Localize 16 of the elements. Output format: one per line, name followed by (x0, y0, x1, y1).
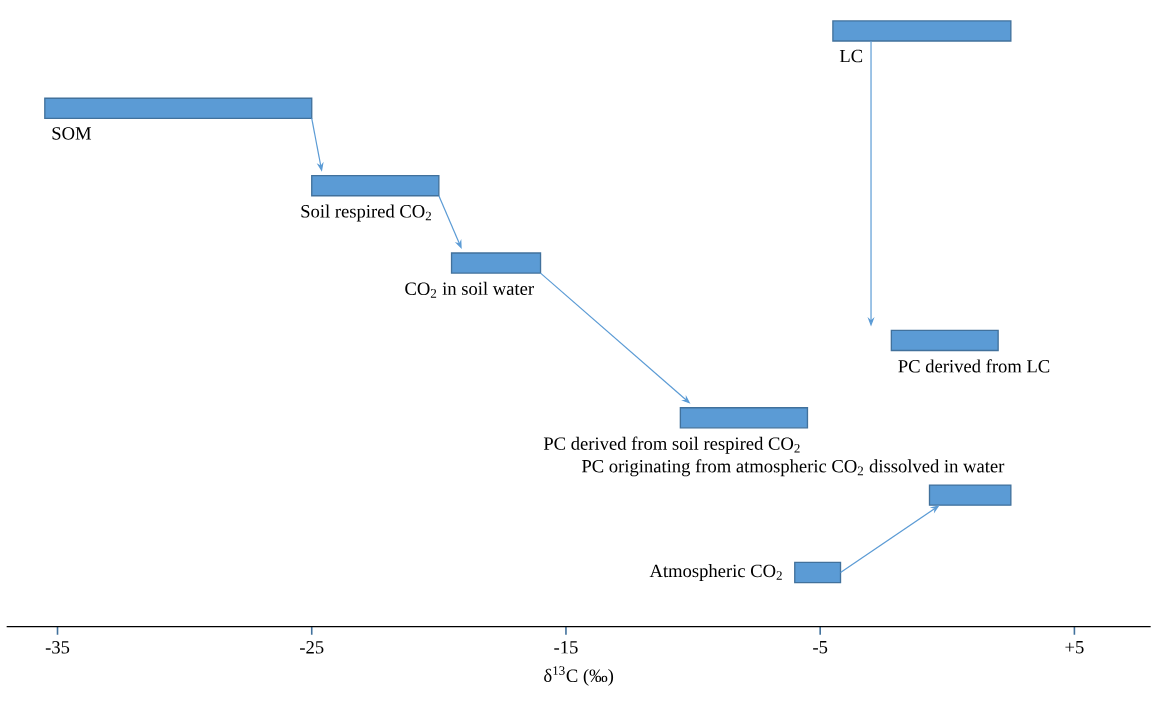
x-tick-label: -5 (813, 640, 828, 654)
y-tick-label: SOM (52, 127, 92, 140)
y-tick-label: Soil respired CO$_{2}$ (301, 204, 431, 222)
x-tick-label: -35 (45, 640, 70, 654)
x-axis-title: δ$^{13}$C (‰) (544, 666, 614, 686)
x-tick-label: -25 (300, 640, 324, 654)
x-tick-label: -15 (554, 640, 578, 654)
y-tick-label: LC (839, 49, 863, 63)
x-tick-label: +5 (1065, 640, 1084, 654)
y-tick-label: Atmospheric CO$_{2}$ (649, 563, 782, 581)
bar (679, 406, 809, 429)
y-tick-label: PC derived from LC (898, 359, 1050, 373)
y-tick-label: CO$_{2}$ in soil water (405, 281, 534, 298)
y-tick-label: PC originating from atmospheric CO$_{2}$ dissolved in water (581, 459, 1005, 477)
bar (890, 329, 999, 351)
y-tick-label: PC derived from soil respired CO$_{2}$ (543, 436, 800, 454)
